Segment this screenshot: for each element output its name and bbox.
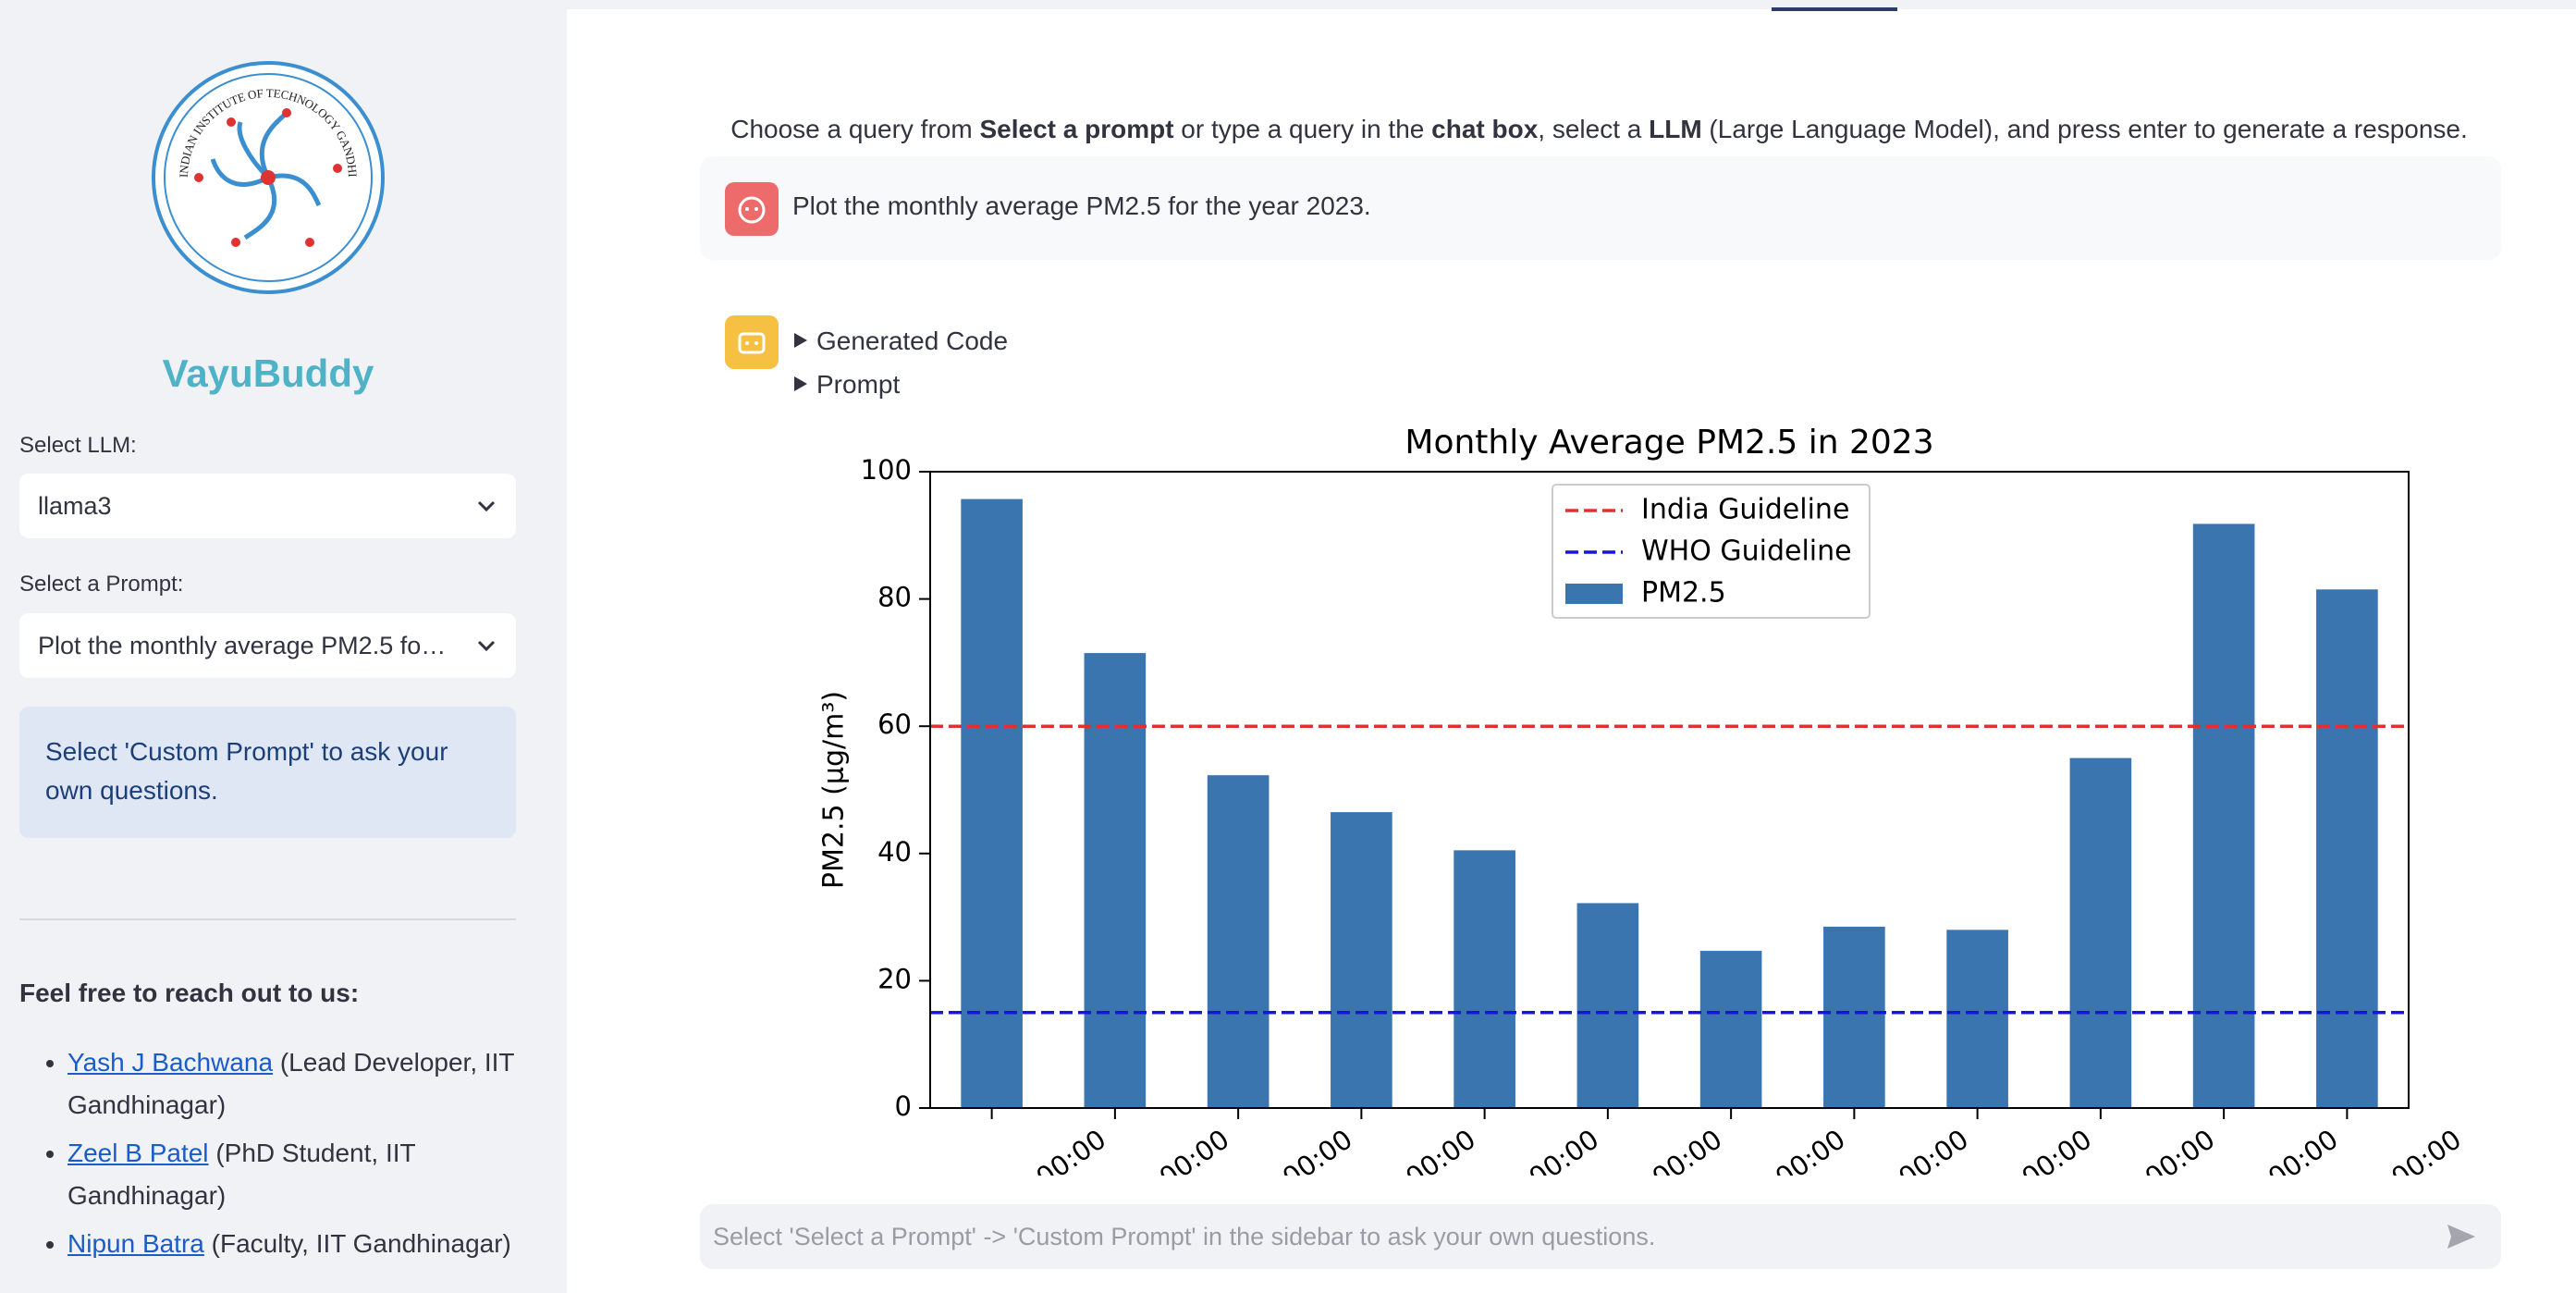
sidebar: INDIAN INSTITUTE OF TECHNOLOGY GANDHINAG… [0, 0, 567, 1293]
y-tick-label: 100 [861, 454, 912, 486]
bar [1946, 930, 2008, 1108]
user-avatar [725, 182, 779, 236]
bar [961, 499, 1023, 1108]
expander[interactable]: Generated Code [792, 319, 1008, 363]
bar [1823, 926, 1885, 1108]
prompt-select[interactable]: Plot the monthly average PM2.5 fo… [19, 613, 516, 678]
y-tick-label: 80 [877, 582, 912, 613]
contact-role: (Lead Developer, IIT Gandhinagar) [67, 1048, 515, 1119]
legend-label: WHO Guideline [1641, 536, 1852, 568]
triangle [794, 333, 807, 348]
bar [2316, 589, 2378, 1108]
legend-label: India Guideline [1641, 494, 1849, 526]
y-tick-label: 40 [877, 836, 912, 868]
expanders: Generated Code Prompt [792, 319, 1008, 406]
bar [1454, 850, 1515, 1108]
contact: Zeel B Patel (PhD Student, IIT Gandhinag… [67, 1132, 519, 1217]
instruction-part: Select a prompt [979, 115, 1174, 143]
x-tick-label: 00:00 [1154, 1123, 1235, 1176]
x-tick-label: 00:00 [1893, 1123, 1974, 1176]
top-bar [567, 0, 2576, 9]
contact-role: (PhD Student, IIT Gandhinagar) [67, 1139, 416, 1210]
chat-placeholder: Select 'Select a Prompt' -> 'Custom Prom… [713, 1223, 1656, 1250]
prompt-value: Plot the monthly average PM2.5 fo… [38, 631, 447, 659]
contact-list: Yash J Bachwana (Lead Developer, IIT Gan… [19, 1041, 519, 1265]
instruction-part: or type a query in the [1173, 115, 1432, 143]
y-tick-label: 0 [895, 1090, 912, 1122]
llm-label: Select LLM: [19, 433, 137, 458]
llm-value: llama3 [38, 491, 112, 520]
bar [2192, 523, 2255, 1108]
x-tick-label: 00:00 [2386, 1123, 2467, 1176]
y-axis-label: PM2.5 (µg/m³) [818, 691, 851, 889]
instructions: Choose a query from Select a prompt or t… [567, 115, 2576, 144]
x-tick-label: 00:00 [1770, 1123, 1851, 1176]
instruction-part: LLM [1649, 115, 1702, 143]
chevron [477, 500, 496, 512]
llm-select[interactable]: llama3 [19, 474, 516, 538]
chevron [477, 640, 496, 652]
axes-frame [929, 471, 2410, 1109]
divider [19, 918, 516, 920]
legend-label: PM2.5 [1641, 577, 1726, 610]
x-tick-label: 00:00 [2140, 1123, 2221, 1176]
bar [2069, 757, 2132, 1108]
app-title: VayuBuddy [162, 351, 374, 395]
legend-swatch [1565, 584, 1623, 604]
triangle [794, 376, 807, 391]
x-tick-label: 00:00 [1647, 1123, 1728, 1176]
legend-box [1552, 484, 1871, 619]
bar [1699, 951, 1762, 1108]
bar [1576, 903, 1639, 1108]
y-tick-label: 60 [877, 708, 912, 740]
prompt-label: Select a Prompt: [19, 572, 184, 597]
x-tick-label: 00:00 [1523, 1123, 1604, 1176]
chat-input[interactable]: Select 'Select a Prompt' -> 'Custom Prom… [700, 1204, 2501, 1269]
info-box: Select 'Custom Prompt' to ask your own q… [19, 707, 516, 838]
expander-label: Prompt [816, 370, 901, 399]
contacts: Yash J Bachwana (Lead Developer, IIT Gan… [19, 1041, 519, 1271]
instruction-part: chat box [1431, 115, 1539, 143]
expander-label: Generated Code [816, 326, 1009, 355]
user-text: Plot the monthly average PM2.5 for the y… [792, 191, 1371, 220]
bar [1084, 653, 1147, 1108]
chart-title: Monthly Average PM2.5 in 2023 [1405, 424, 1933, 462]
contact-role: (Faculty, IIT Gandhinagar) [211, 1229, 511, 1258]
x-tick-label: 00:00 [2016, 1123, 2097, 1176]
send-icon[interactable] [2446, 1223, 2477, 1250]
contact-link[interactable]: Nipun Batra [67, 1229, 204, 1258]
chart: Monthly Average PM2.5 in 2023 PM2.5 (µg/m… [818, 424, 2467, 1176]
contact-link[interactable]: Yash J Bachwana [67, 1048, 274, 1077]
contact-heading: Feel free to reach out to us: [19, 979, 360, 1007]
contact-link[interactable]: Zeel B Patel [67, 1139, 209, 1167]
instruction-part: , select a [1538, 115, 1650, 143]
bar [1331, 812, 1392, 1108]
instruction-part: (Large Language Model), and press enter … [1701, 115, 2468, 143]
x-tick-label: 00:00 [1277, 1123, 1358, 1176]
logo: INDIAN INSTITUTE OF TECHNOLOGY GANDHINAG… [148, 57, 385, 294]
contact: Yash J Bachwana (Lead Developer, IIT Gan… [67, 1041, 519, 1127]
y-tick-label: 20 [877, 963, 912, 994]
bar [1207, 775, 1270, 1108]
tab-indicator [1772, 7, 1897, 11]
x-tick-label: 00:00 [1400, 1123, 1481, 1176]
x-tick-label: 00:00 [2263, 1123, 2344, 1176]
user-message: Plot the monthly average PM2.5 for the y… [700, 156, 2501, 260]
contact: Nipun Batra (Faculty, IIT Gandhinagar) [67, 1223, 519, 1265]
instruction-part: Choose a query from [730, 115, 980, 143]
bot-avatar [725, 315, 779, 369]
x-tick-label: 00:00 [1030, 1123, 1111, 1176]
expander[interactable]: Prompt [792, 363, 1008, 406]
